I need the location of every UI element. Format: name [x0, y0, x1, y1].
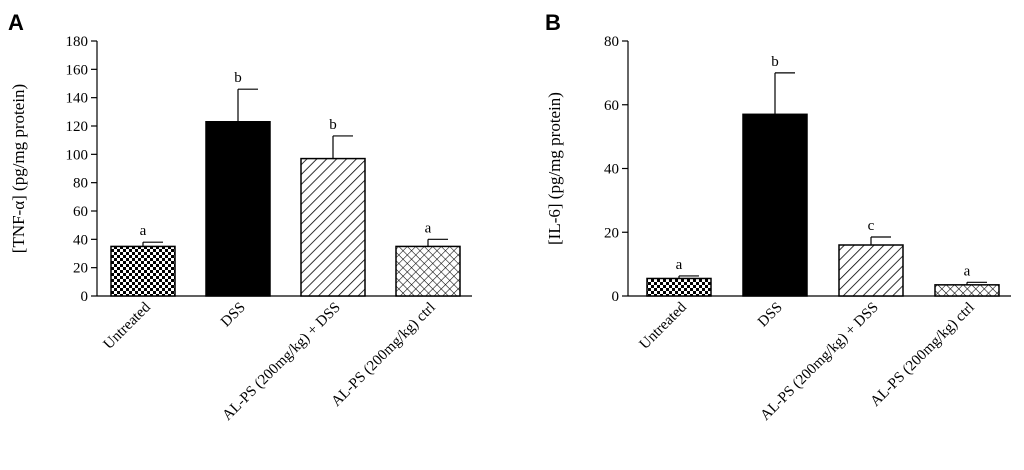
- y-axis-label: [IL-6] (pg/mg protein): [545, 92, 564, 245]
- category-label: AL-PS (200mg/kg) ctrl: [868, 300, 978, 410]
- y-tick-label: 0: [81, 289, 89, 305]
- y-tick-label: 60: [604, 98, 619, 114]
- bar-4: [934, 284, 1000, 297]
- significance-label: a: [964, 263, 971, 279]
- y-tick-label: 180: [66, 34, 89, 50]
- significance-label: b: [329, 117, 337, 133]
- panel-a: A 0 20 40 60 80 100 120 140 160 180 [TNF-α] (pg/mg …: [8, 10, 472, 424]
- significance-label: a: [140, 223, 147, 239]
- y-tick-label: 20: [604, 225, 619, 241]
- y-axis-label: [TNF-α] (pg/mg protein): [9, 84, 28, 253]
- bar-1: [646, 277, 712, 297]
- y-tick-label: 80: [604, 34, 619, 50]
- significance-label: a: [425, 220, 432, 236]
- category-label: Untreated: [637, 299, 690, 352]
- y-tick-label: 120: [66, 119, 89, 135]
- bar-2: [205, 121, 271, 297]
- bar-3: [300, 157, 366, 297]
- bar-1: [110, 245, 176, 297]
- y-tick-label: 80: [73, 176, 88, 192]
- y-tick-label: 60: [73, 204, 88, 220]
- category-label: Untreated: [101, 299, 154, 352]
- significance-label: a: [676, 257, 683, 273]
- y-tick-label: 40: [604, 162, 619, 178]
- y-tick-label: 40: [73, 232, 88, 248]
- panel-b: B 0 20 40 60 80 [IL-6] (pg/mg protein) a Untreat…: [545, 10, 1011, 424]
- bar-3: [838, 244, 904, 297]
- y-tick-label: 0: [612, 289, 620, 305]
- significance-label: b: [234, 70, 242, 86]
- y-tick-label: 100: [66, 147, 89, 163]
- significance-label: c: [868, 218, 875, 234]
- y-tick-label: 140: [66, 91, 89, 107]
- panel-letter: A: [8, 10, 24, 35]
- category-label: AL-PS (200mg/kg) ctrl: [329, 300, 439, 410]
- bar-2: [742, 113, 808, 297]
- bar-4: [395, 245, 461, 297]
- y-tick-label: 20: [73, 261, 88, 277]
- y-tick-label: 160: [66, 62, 89, 78]
- category-label: DSS: [218, 300, 249, 331]
- significance-label: b: [771, 54, 779, 70]
- category-label: DSS: [755, 300, 786, 331]
- panel-letter: B: [545, 10, 561, 35]
